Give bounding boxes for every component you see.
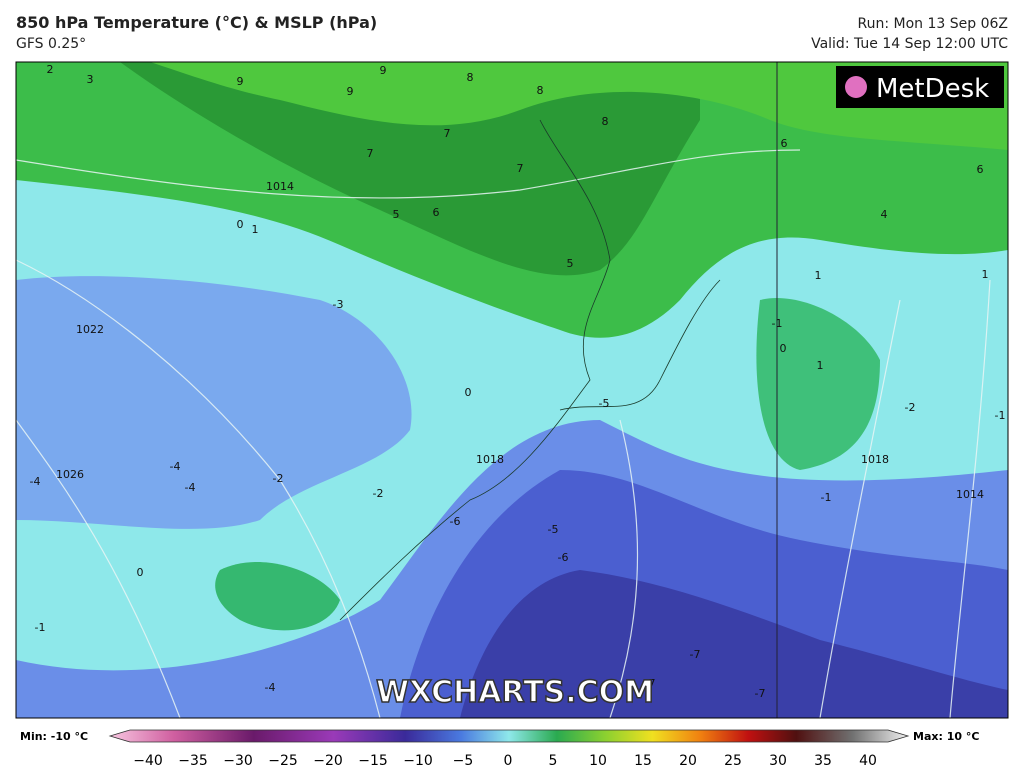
- colorbar-tick: 25: [724, 753, 742, 769]
- isobar: [949, 279, 991, 718]
- watermark: WXCHARTS.COM: [376, 675, 654, 710]
- contour-label: 5: [393, 208, 400, 221]
- colorbar-tick: −35: [178, 753, 208, 769]
- logo: MetDesk: [876, 74, 989, 104]
- contour-label: -6: [558, 551, 569, 564]
- colorbar: [108, 729, 910, 743]
- colorbar-tick: 30: [769, 753, 787, 769]
- logo-icon: [845, 76, 867, 98]
- contour-label: 9: [380, 64, 387, 77]
- map: 999888777666554321011100-1-1-1-1-2-2-2-3…: [16, 62, 1008, 718]
- run: Run: Mon 13 Sep 06Z: [858, 16, 1009, 32]
- coastline: [339, 119, 611, 621]
- contour-label: -5: [599, 397, 610, 410]
- colorbar-min: Min: -10 °C: [20, 730, 88, 743]
- blue-zone: [16, 276, 412, 529]
- contour-label: -1: [772, 317, 783, 330]
- contour-label: -7: [690, 648, 701, 661]
- contour-label: 2: [47, 63, 54, 76]
- contour-label: -6: [450, 515, 461, 528]
- colorbar-tick: 0: [504, 753, 513, 769]
- contour-label: 1018: [861, 453, 889, 466]
- contour-label: 8: [537, 84, 544, 97]
- contour-label: 1022: [76, 323, 104, 336]
- contour-label: 1026: [56, 468, 84, 481]
- contour-label: -3: [333, 298, 344, 311]
- contour-label: 1018: [476, 453, 504, 466]
- colorbar-tick: 5: [549, 753, 558, 769]
- contour-label: -4: [265, 681, 276, 694]
- contour-label: 3: [87, 73, 94, 86]
- contour-label: 8: [602, 115, 609, 128]
- contour-label: -2: [373, 487, 384, 500]
- green-blob-2: [215, 561, 340, 631]
- contour-label: -4: [30, 475, 41, 488]
- contour-label: 7: [517, 162, 524, 175]
- contour-label: 0: [237, 218, 244, 231]
- contour-label: 6: [433, 206, 440, 219]
- colorbar-tick: 10: [589, 753, 607, 769]
- contour-label: 0: [780, 342, 787, 355]
- green-dark: [120, 62, 700, 276]
- colorbar-tick: −5: [453, 753, 474, 769]
- isobar: [16, 419, 181, 718]
- contour-label: -7: [645, 677, 656, 690]
- blue-deepest: [460, 570, 1008, 718]
- contour-label: 0: [137, 566, 144, 579]
- contour-label: -2: [273, 472, 284, 485]
- contour-label: 9: [347, 85, 354, 98]
- isobar: [609, 419, 639, 718]
- green-light: [150, 62, 1008, 150]
- contour-label: 8: [467, 71, 474, 84]
- contour-label: 5: [567, 257, 574, 270]
- contour-label: 7: [444, 127, 451, 140]
- contour-label: 4: [881, 208, 888, 221]
- model: GFS 0.25°: [16, 36, 86, 52]
- contour-label: 1: [982, 268, 989, 281]
- contour-label: 6: [781, 137, 788, 150]
- colorbar-tick: −40: [133, 753, 163, 769]
- colorbar-tick: −25: [268, 753, 298, 769]
- coastline: [559, 279, 721, 411]
- colorbar-tick: 35: [814, 753, 832, 769]
- map-frame: [15, 61, 1009, 719]
- contour-label: 9: [237, 75, 244, 88]
- colorbar-tick: 15: [634, 753, 652, 769]
- contour-label: -1: [821, 491, 832, 504]
- contour-label: -7: [755, 687, 766, 700]
- colorbar-tick: 40: [859, 753, 877, 769]
- isobar: [16, 149, 801, 199]
- green-blob: [756, 298, 880, 470]
- colorbar-tick: −20: [313, 753, 343, 769]
- contour-label: 0: [465, 386, 472, 399]
- colorbar-tick: −15: [358, 753, 388, 769]
- contour-label: 7: [367, 147, 374, 160]
- contour-label: -2: [905, 401, 916, 414]
- contour-label: 1: [815, 269, 822, 282]
- contour-label: 1: [252, 223, 259, 236]
- isobar: [819, 299, 901, 718]
- colorbar-max: Max: 10 °C: [913, 730, 979, 743]
- contour-label: -5: [548, 523, 559, 536]
- contour-label: 6: [977, 163, 984, 176]
- contour-label: 1014: [266, 180, 294, 193]
- colorbar-tick: −10: [403, 753, 433, 769]
- valid: Valid: Tue 14 Sep 12:00 UTC: [811, 36, 1008, 52]
- contour-label: 1014: [956, 488, 984, 501]
- isobar: [16, 259, 381, 718]
- contour-label: -4: [185, 481, 196, 494]
- colorbar-tick: −30: [223, 753, 253, 769]
- title: 850 hPa Temperature (°C) & MSLP (hPa): [16, 13, 377, 32]
- colorbar-tick: 20: [679, 753, 697, 769]
- contour-label: -4: [170, 460, 181, 473]
- contour-label: 1: [817, 359, 824, 372]
- contour-label: -1: [995, 409, 1006, 422]
- contour-label: -1: [35, 621, 46, 634]
